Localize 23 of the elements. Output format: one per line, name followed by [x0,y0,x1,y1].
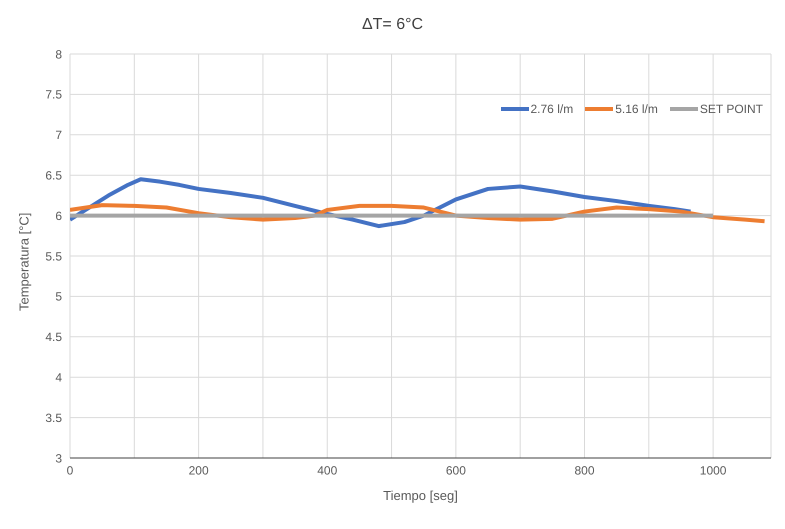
x-tick-label: 200 [188,464,209,478]
x-tick-label: 0 [66,464,74,478]
x-tick-label: 400 [317,464,338,478]
y-axis-title: Temperatura [°C] [16,212,32,311]
y-tick-label: 7.5 [45,88,62,102]
chart-title: ΔT= 6°C [360,15,424,35]
y-tick-label: 3.5 [45,410,62,425]
y-tick-label: 8 [55,47,62,62]
x-tick-label: 800 [574,464,595,478]
y-tick-label: 7 [55,128,62,142]
y-tick-label: 3 [55,451,62,466]
x-axis-title: Tiempo [seg] [383,488,458,503]
legend-label: SET POINT [700,102,763,116]
y-tick-label: 6 [55,208,62,223]
legend-label: 5.16 l/m [615,102,658,116]
x-tick-label: 600 [446,464,466,478]
x-tick-label: 1000 [700,464,727,478]
legend-label: 2.76 l/m [530,102,574,116]
y-tick-label: 4.5 [45,330,62,344]
y-tick-label: 6.5 [45,168,62,182]
y-tick-label: 4 [55,370,62,384]
y-tick-label: 5.5 [45,249,62,264]
y-tick-label: 5 [55,290,62,304]
